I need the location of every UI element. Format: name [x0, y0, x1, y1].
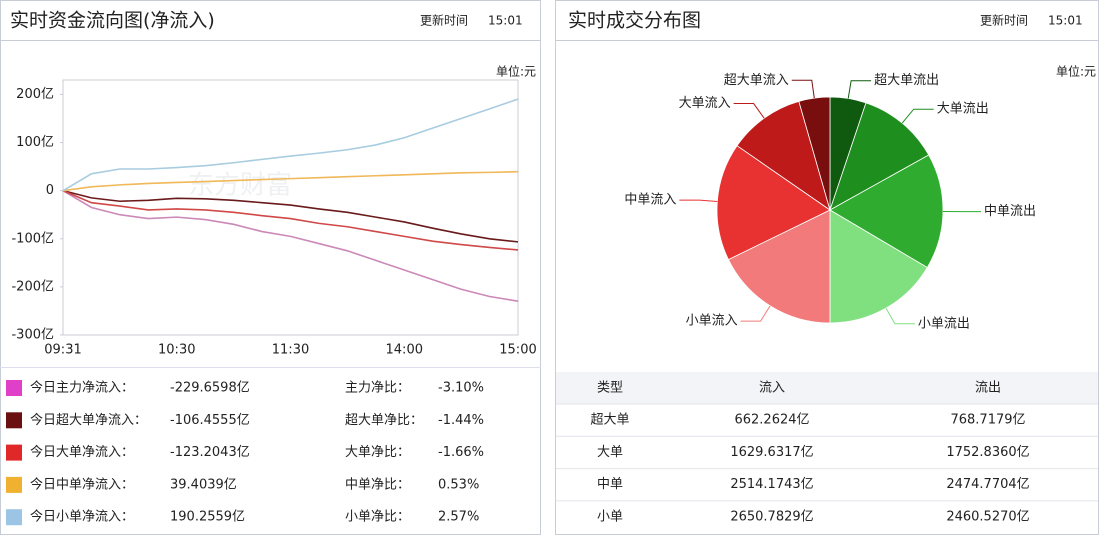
y-tick-label: -100亿 [11, 231, 54, 246]
legend-swatch [6, 412, 22, 429]
table-cell: 2514.1743亿 [730, 477, 813, 492]
table-cell: 1752.8360亿 [946, 445, 1029, 460]
table-header-bg [556, 372, 1098, 404]
flow-value: 39.4039亿 [170, 477, 237, 492]
update-label: 更新时间 [980, 13, 1028, 28]
update-label: 更新时间 [420, 13, 468, 28]
y-tick-label: 200亿 [16, 87, 54, 102]
ratio-label: 中单净比： [345, 477, 410, 492]
flow-value: -123.2043亿 [170, 445, 250, 460]
table-cell: 768.7179亿 [950, 413, 1025, 428]
table-cell: 2474.7704亿 [946, 477, 1029, 492]
table-cell: 662.2624亿 [734, 413, 809, 428]
ratio-label: 大单净比： [345, 445, 410, 460]
slice-label: 中单流入 [624, 193, 676, 208]
legend-label: 今日主力净流入： [30, 380, 134, 396]
leader-line [733, 103, 765, 119]
y-tick-label: 0 [46, 183, 54, 198]
series-line [62, 189, 519, 251]
table-cell: 中单 [597, 477, 623, 492]
left-panel [0, 0, 541, 535]
leader-line [679, 199, 718, 202]
chart-title: 实时成交分布图 [568, 10, 701, 32]
watermark: 东方财富 [188, 171, 292, 201]
y-tick-label: 100亿 [16, 135, 54, 150]
leader-line [791, 79, 815, 99]
x-tick-label: 09:31 [44, 343, 81, 358]
legend-label: 今日中单净流入： [30, 476, 134, 492]
leader-line [901, 108, 934, 124]
ratio-value: -3.10% [438, 381, 484, 396]
table-header: 类型 [597, 381, 623, 396]
legend-label: 今日大单净流入： [30, 444, 134, 460]
ratio-label: 主力净比： [345, 381, 410, 396]
ratio-label: 小单净比： [345, 510, 410, 525]
x-tick-label: 11:30 [272, 343, 309, 358]
legend-swatch [6, 476, 22, 493]
flow-value: -106.4555亿 [170, 413, 250, 428]
table-cell: 1629.6317亿 [730, 445, 813, 460]
table-cell: 小单 [597, 509, 623, 524]
pie-slice [829, 102, 930, 211]
table-cell: 超大单 [590, 413, 629, 428]
pie-slice [727, 209, 831, 324]
x-tick-label: 10:30 [158, 343, 195, 358]
pie-slice [829, 209, 928, 324]
y-tick-label: -300亿 [11, 328, 54, 343]
x-tick-label: 14:00 [386, 343, 423, 358]
slice-label: 大单流出 [937, 102, 989, 117]
flow-value: 190.2559亿 [170, 510, 245, 525]
plot-area [62, 79, 519, 336]
table-header: 流入 [759, 381, 785, 396]
slice-label: 大单流入 [679, 96, 731, 111]
flow-value: -229.6598亿 [170, 381, 250, 396]
ratio-value: 0.53% [438, 477, 479, 492]
slice-label: 小单流出 [918, 316, 970, 331]
update-time: 15:01 [488, 14, 523, 28]
series-line [62, 189, 519, 302]
table-cell: 2650.7829亿 [730, 509, 813, 524]
legend-label: 今日超大单净流入： [30, 412, 147, 428]
series-line [62, 170, 519, 192]
ratio-value: -1.44% [438, 413, 484, 428]
legend-swatch [6, 509, 22, 526]
pie-slice [798, 96, 831, 211]
slice-label: 小单流入 [686, 314, 738, 329]
slice-label: 超大单流入 [724, 73, 789, 88]
table-cell: 2460.5270亿 [946, 509, 1029, 524]
x-tick-label: 15:00 [499, 343, 536, 358]
leader-line [740, 305, 771, 322]
ratio-value: -1.66% [438, 445, 484, 460]
slice-label: 超大单流出 [874, 73, 939, 88]
chart-title: 实时资金流向图(净流入) [10, 10, 215, 32]
pie-slice [716, 145, 831, 261]
legend-swatch [6, 444, 22, 461]
leader-line [847, 80, 872, 99]
leader-line [885, 307, 915, 325]
slice-label: 中单流出 [984, 204, 1036, 219]
pie-slice [736, 100, 831, 211]
ratio-label: 超大单净比： [345, 413, 423, 428]
series-line [62, 189, 519, 243]
unit: 单位:元 [1056, 64, 1096, 79]
update-time: 15:01 [1048, 14, 1083, 28]
table-header: 流出 [975, 381, 1001, 396]
series-line [62, 98, 519, 192]
legend-label: 今日小单净流入： [30, 509, 134, 525]
ratio-value: 2.57% [438, 510, 479, 525]
y-tick-label: -200亿 [11, 279, 54, 294]
legend-swatch [6, 380, 22, 396]
pie-slice [829, 154, 944, 269]
unit: 单位:元 [496, 64, 536, 79]
table-cell: 大单 [597, 445, 623, 460]
